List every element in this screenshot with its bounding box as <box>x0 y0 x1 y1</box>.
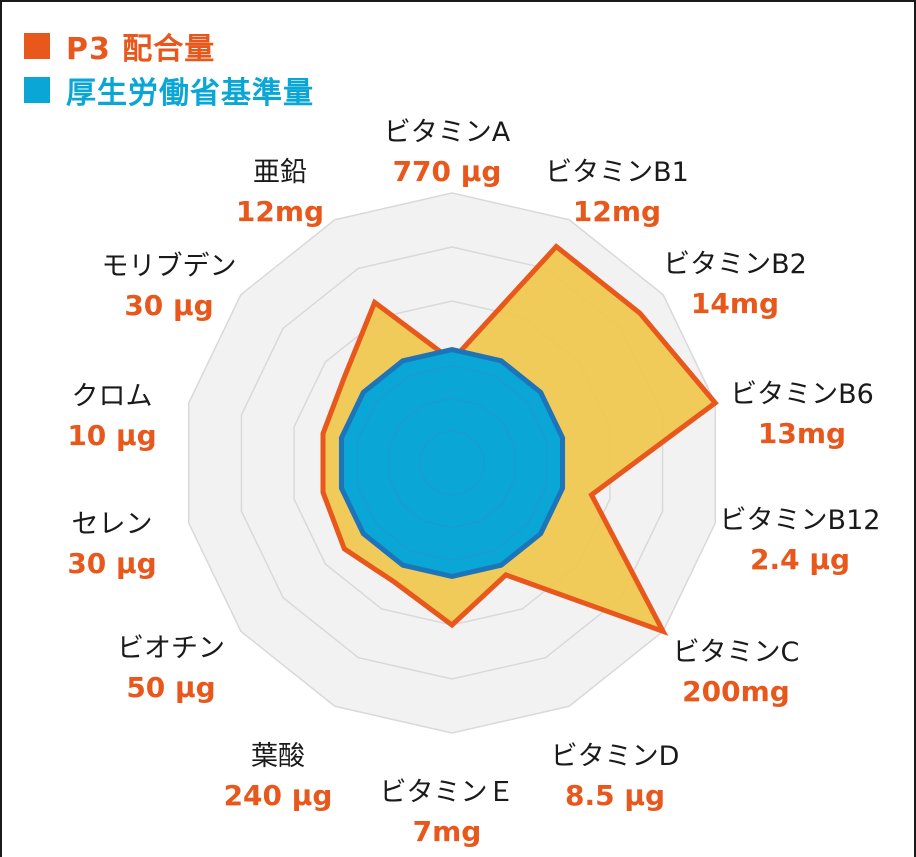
axis-name-label: ビタミンC <box>673 637 800 668</box>
axis-name-label: クロム <box>72 381 153 412</box>
axis-name-label: ビタミンB12 <box>720 505 881 536</box>
radar-series <box>320 243 719 636</box>
axis-value-label: 2.4 μg <box>750 543 850 576</box>
axis-label-13: モリブデン 30 μg <box>102 251 237 322</box>
legend-label-standard: 厚生労働省基準量 <box>66 76 314 111</box>
axis-name-label: モリブデン <box>102 251 237 282</box>
axis-label-7: ビタミンD 8.5 μg <box>551 741 680 812</box>
axis-label-1: ビタミンA 770 μg <box>384 117 511 188</box>
axis-label-2: ビタミンB1 12mg <box>545 157 689 228</box>
axis-value-label: 12mg <box>573 195 661 228</box>
axis-value-label: 30 μg <box>67 547 156 580</box>
axis-value-label: 7mg <box>413 815 482 848</box>
axis-value-label: 200mg <box>682 675 790 708</box>
axis-label-11: セレン 30 μg <box>67 509 156 580</box>
legend-item-p3: P3 配合量 <box>24 24 215 68</box>
axis-name-label: ビタミンD <box>551 741 680 772</box>
axis-value-label: 14mg <box>691 287 779 320</box>
axis-value-label: 30 μg <box>124 289 213 322</box>
axis-value-label: 8.5 μg <box>565 779 665 812</box>
axis-value-label: 240 μg <box>224 779 333 812</box>
axis-label-5: ビタミンB12 2.4 μg <box>720 505 881 576</box>
axis-name-label: ビタミンA <box>384 117 511 148</box>
axis-value-label: 770 μg <box>393 155 502 188</box>
axis-value-label: 13mg <box>758 417 846 450</box>
axis-name-label: セレン <box>72 509 153 540</box>
axis-name-label: ビオチン <box>117 633 225 664</box>
legend-swatch-p3 <box>24 33 50 59</box>
legend-swatch-standard <box>24 77 50 103</box>
axis-name-label: ビタミンB1 <box>545 157 689 188</box>
inner-grid-ring-2 <box>388 397 516 529</box>
axis-label-9: 葉酸 240 μg <box>224 741 333 812</box>
axis-name-label: ビタミンB2 <box>663 249 807 280</box>
axis-label-14: 亜鉛 12mg <box>236 157 324 228</box>
inner-grid-ring-1 <box>419 430 485 496</box>
axis-name-label: 葉酸 <box>251 741 305 772</box>
axis-label-10: ビオチン 50 μg <box>117 633 225 704</box>
axis-name-label: ビタミンB6 <box>730 379 874 410</box>
axis-label-3: ビタミンB2 14mg <box>663 249 807 320</box>
axis-value-label: 50 μg <box>126 671 215 704</box>
axis-value-label: 10 μg <box>67 419 156 452</box>
inner-grid-ring-3 <box>356 365 548 561</box>
legend-item-standard: 厚生労働省基準量 <box>24 68 314 112</box>
axis-name-label: ビタミンＥ <box>380 777 515 808</box>
axis-value-label: 12mg <box>236 195 324 228</box>
axis-label-12: クロム 10 μg <box>67 381 156 452</box>
axis-name-label: 亜鉛 <box>253 157 307 188</box>
axis-label-4: ビタミンB6 13mg <box>730 379 874 450</box>
axis-label-8: ビタミンＥ 7mg <box>380 777 515 848</box>
axis-label-6: ビタミンC 200mg <box>673 637 800 708</box>
series-standard-polygon <box>338 347 566 579</box>
legend-label-p3: P3 配合量 <box>66 32 216 67</box>
